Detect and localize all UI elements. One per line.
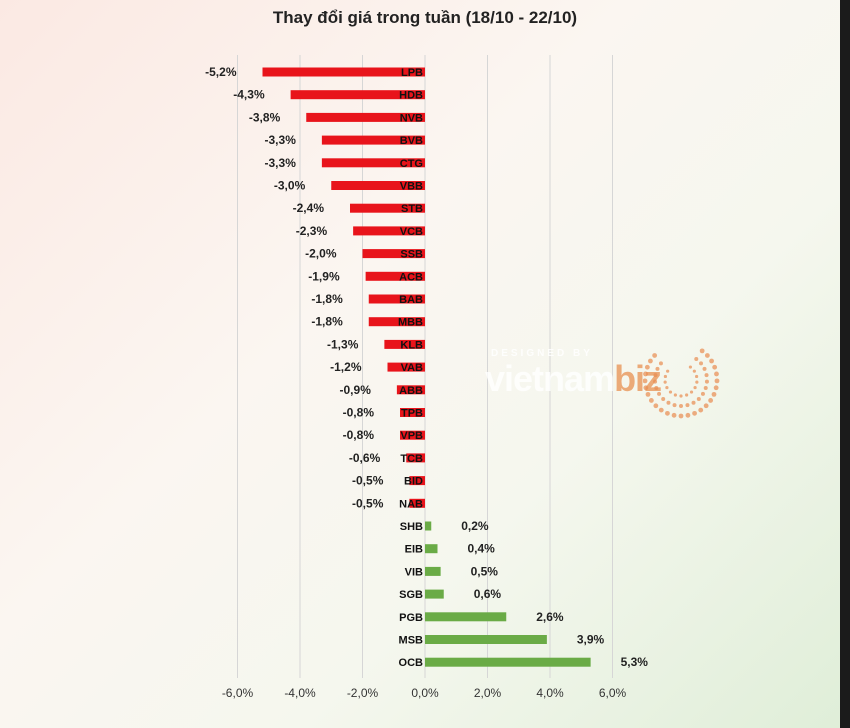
x-tick-label: -6,0% <box>222 686 254 700</box>
data-label: -0,9% <box>340 383 372 397</box>
category-label: OCB <box>399 657 424 669</box>
bar <box>425 589 444 599</box>
bar <box>406 453 425 463</box>
category-label: BVB <box>400 135 423 147</box>
data-label: 0,2% <box>461 519 489 533</box>
data-label: -2,4% <box>293 201 325 215</box>
data-label: -1,9% <box>308 269 340 283</box>
data-label: 0,5% <box>471 564 499 578</box>
bar <box>368 294 425 304</box>
bar <box>400 408 425 417</box>
data-label: -1,2% <box>330 360 362 374</box>
data-label: -0,6% <box>349 451 381 465</box>
bar <box>425 612 507 622</box>
bar <box>262 67 425 77</box>
data-label: -4,3% <box>233 88 265 102</box>
category-label: VBB <box>400 181 423 193</box>
bar <box>331 181 425 190</box>
bar <box>425 657 591 667</box>
category-label: SSB <box>400 249 423 261</box>
data-label: -1,8% <box>311 292 343 306</box>
data-label: 0,4% <box>468 542 496 556</box>
category-label: MBB <box>398 317 423 329</box>
data-label: -5,2% <box>205 65 237 79</box>
bar <box>387 362 425 372</box>
category-label: VPB <box>400 430 423 442</box>
category-label: EIB <box>405 544 423 556</box>
bar <box>425 566 441 576</box>
category-label: ACB <box>399 271 423 283</box>
category-label: NAB <box>399 498 423 510</box>
category-label: HDB <box>399 90 423 102</box>
category-label: KLB <box>400 339 423 351</box>
data-label: -0,8% <box>343 428 375 442</box>
bar <box>425 521 432 531</box>
category-label: SGB <box>399 589 423 601</box>
data-label: -3,8% <box>249 110 281 124</box>
x-tick-label: -4,0% <box>284 686 316 700</box>
data-label: -1,3% <box>327 337 359 351</box>
data-label: -0,5% <box>352 496 384 510</box>
category-label: BAB <box>399 294 423 306</box>
x-tick-label: -2,0% <box>347 686 379 700</box>
bar <box>353 226 425 236</box>
data-label: -1,8% <box>311 315 343 329</box>
x-tick-label: 0,0% <box>411 686 439 700</box>
data-label: -3,3% <box>265 133 297 147</box>
category-label: SHB <box>400 521 423 533</box>
category-label: MSB <box>399 635 424 647</box>
data-label: 2,6% <box>536 610 564 624</box>
x-tick-label: 4,0% <box>536 686 564 700</box>
category-label: CTG <box>400 158 423 170</box>
bar <box>290 90 425 100</box>
x-tick-label: 6,0% <box>599 686 627 700</box>
data-label: 5,3% <box>621 655 649 669</box>
data-label: -0,8% <box>343 406 375 420</box>
bar <box>350 203 425 213</box>
bar <box>368 317 425 327</box>
chart-title: Thay đổi giá trong tuần (18/10 - 22/10) <box>272 8 578 27</box>
x-axis: -6,0% -4,0% -2,0% 0,0% 2,0% 4,0% 6,0% <box>222 686 627 700</box>
bars <box>262 67 591 667</box>
category-label: TPB <box>401 408 423 420</box>
data-label: -3,0% <box>274 179 306 193</box>
bar <box>396 385 425 395</box>
labels: LPB -5,2% HDB -4,3% NVB -3,8% BVB -3,3% CTG -3,3%… <box>205 65 648 669</box>
bar <box>425 544 438 554</box>
bar <box>321 158 425 168</box>
category-label: BID <box>404 476 423 488</box>
bar <box>365 271 425 281</box>
data-label: -0,5% <box>352 474 384 488</box>
category-label: ABB <box>399 385 423 397</box>
category-label: LPB <box>401 67 423 79</box>
data-label: -2,0% <box>305 247 337 261</box>
category-label: VIB <box>405 566 423 578</box>
bar <box>362 249 425 259</box>
category-label: NVB <box>400 112 423 124</box>
category-label: VAB <box>401 362 423 374</box>
bar <box>321 135 425 145</box>
category-label: PGB <box>399 612 423 624</box>
x-tick-label: 2,0% <box>474 686 502 700</box>
bar <box>409 498 425 508</box>
data-label: -2,3% <box>296 224 328 238</box>
bar <box>306 112 425 122</box>
data-label: -3,3% <box>265 156 297 170</box>
bar <box>384 339 425 349</box>
category-label: STB <box>401 203 423 215</box>
data-label: 3,9% <box>577 633 605 647</box>
category-label: VCB <box>400 226 423 238</box>
bar <box>425 635 547 644</box>
bar <box>400 430 425 440</box>
category-label: TCB <box>400 453 423 465</box>
bar <box>409 476 425 486</box>
data-label: 0,6% <box>474 587 502 601</box>
